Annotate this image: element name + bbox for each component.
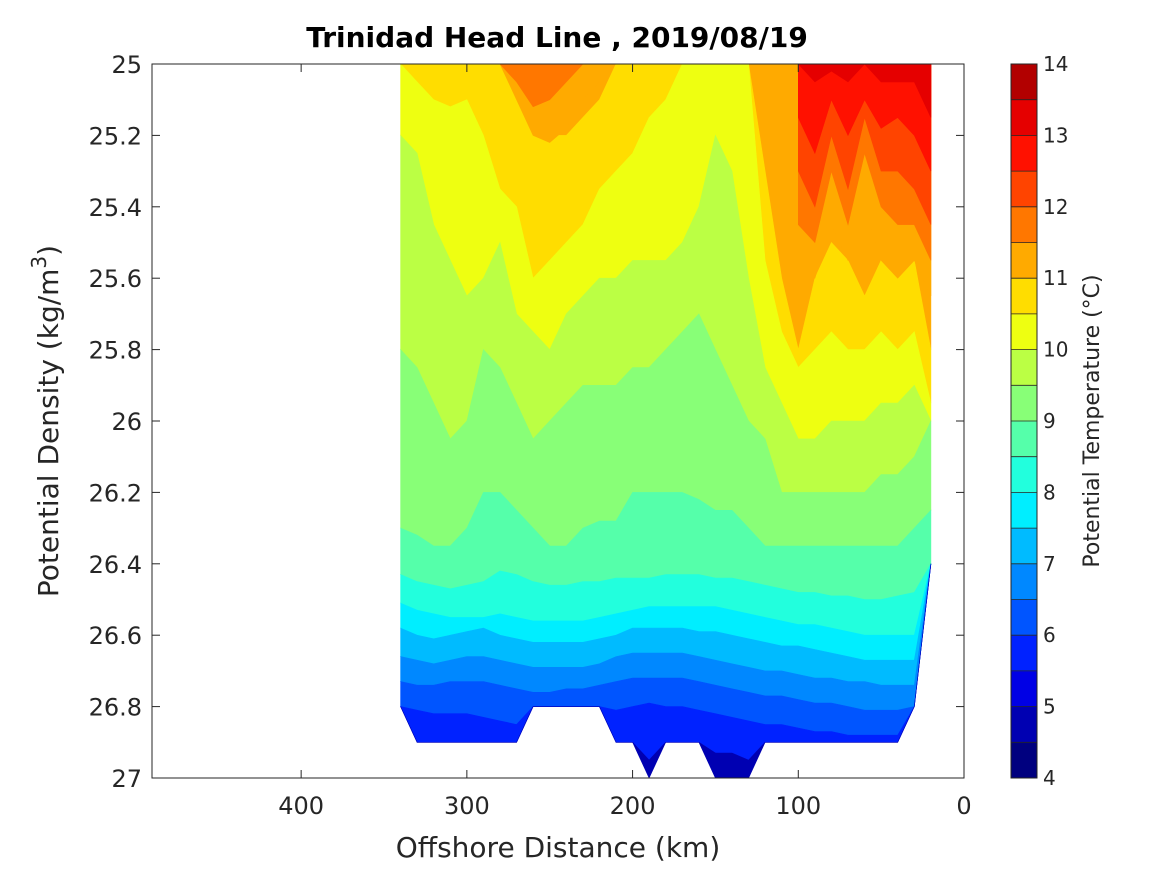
colorbar-swatch — [1011, 742, 1037, 779]
x-axis: 400 300 200 100 0 — [278, 64, 972, 820]
colorbar-swatch — [1011, 99, 1037, 136]
contour-fills — [400, 64, 932, 778]
y-tick-label: 26.8 — [89, 694, 142, 722]
colorbar-swatch — [1011, 456, 1037, 493]
chart-title: Trinidad Head Line , 2019/08/19 — [306, 21, 808, 54]
x-axis-label: Offshore Distance (km) — [396, 831, 721, 864]
y-tick-label: 27 — [111, 765, 142, 793]
y-tick-label: 25.6 — [89, 265, 142, 293]
colorbar-swatch — [1011, 670, 1037, 707]
y-axis-label-base: Potential Density (kg/m — [32, 269, 65, 598]
colorbar-label: Potential Temperature (°C) — [1080, 274, 1105, 567]
colorbar-tick-label: 13 — [1043, 123, 1068, 147]
colorbar-swatch — [1011, 135, 1037, 172]
x-tick-label: 300 — [444, 792, 490, 820]
y-tick-label: 25.8 — [89, 337, 142, 365]
warm-pool-band-11.5 — [499, 64, 600, 108]
colorbar-swatch — [1011, 528, 1037, 565]
colorbar-swatch — [1011, 171, 1037, 208]
x-tick-label: 0 — [956, 792, 971, 820]
colorbar-tick-label: 6 — [1043, 623, 1056, 647]
y-tick-label: 26.2 — [89, 479, 142, 507]
colorbar-swatch — [1011, 349, 1037, 386]
y-axis-label-sup: 3 — [27, 256, 51, 269]
y-tick-label: 26.4 — [89, 551, 142, 579]
y-tick-label: 26 — [111, 408, 142, 436]
colorbar-tick-label: 5 — [1043, 695, 1056, 719]
colorbar-swatch — [1011, 706, 1037, 743]
colorbar: 4 5 6 7 8 9 10 11 12 13 14 — [1010, 52, 1068, 790]
colorbar-swatch — [1011, 242, 1037, 279]
y-axis: 25 25.2 25.4 25.6 25.8 26 26.2 26.4 26.6 26.8 27 — [89, 51, 964, 793]
y-tick-label: 25.4 — [89, 194, 142, 222]
colorbar-swatch — [1011, 206, 1037, 243]
colorbar-swatch — [1011, 64, 1037, 101]
colorbar-tick-label: 11 — [1043, 266, 1068, 290]
y-tick-label: 25 — [111, 51, 142, 79]
x-tick-label: 100 — [775, 792, 821, 820]
y-tick-label: 26.6 — [89, 622, 142, 650]
colorbar-tick-label: 12 — [1043, 195, 1068, 219]
contour-band-4.5 — [400, 563, 932, 778]
colorbar-swatch — [1011, 492, 1037, 529]
colorbar-tick-label: 14 — [1043, 52, 1068, 76]
colorbar-tick-label: 10 — [1043, 338, 1068, 362]
x-tick-label: 400 — [278, 792, 324, 820]
colorbar-tick-label: 9 — [1043, 409, 1056, 433]
x-tick-label: 200 — [610, 792, 656, 820]
y-axis-label: Potential Density (kg/m3) — [27, 245, 65, 597]
colorbar-tick-label: 8 — [1043, 480, 1056, 504]
colorbar-swatch — [1011, 563, 1037, 600]
colorbar-swatch — [1011, 635, 1037, 672]
colorbar-tick-label: 4 — [1043, 766, 1056, 790]
y-tick-label: 25.2 — [89, 122, 142, 150]
colorbar-swatch — [1011, 385, 1037, 422]
colorbar-swatch — [1011, 599, 1037, 636]
colorbar-frame — [1010, 63, 1038, 779]
colorbar-swatch — [1011, 421, 1037, 458]
y-axis-label-tail: ) — [32, 245, 65, 256]
warm-band-13 — [797, 64, 932, 118]
warm-band-12.5 — [798, 64, 932, 172]
colorbar-swatch — [1011, 278, 1037, 315]
colorbar-tick-label: 7 — [1043, 552, 1056, 576]
colorbar-swatch — [1011, 313, 1037, 350]
